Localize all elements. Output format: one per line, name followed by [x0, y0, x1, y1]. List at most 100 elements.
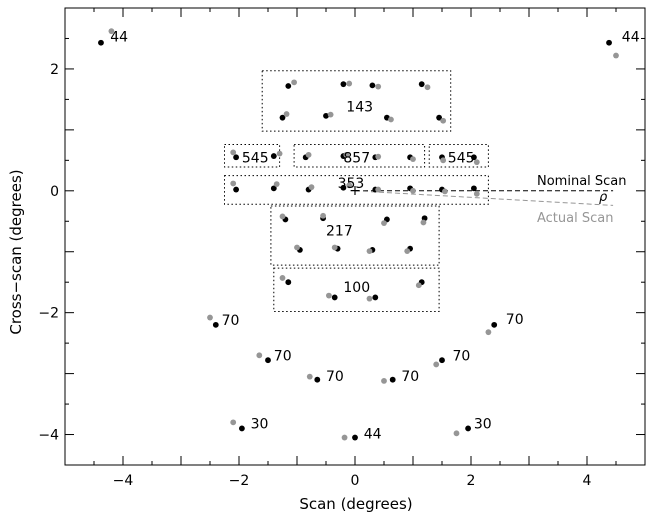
horn-group-box [224, 175, 489, 205]
actual-point [388, 116, 394, 123]
actual-point [473, 190, 480, 197]
nominal-point [270, 185, 277, 192]
actual-point [433, 361, 440, 368]
x-tick-label: 2 [467, 473, 476, 489]
horn-group-box [224, 143, 281, 168]
frequency-label: 100 [343, 280, 370, 296]
horn-group-box [428, 143, 489, 168]
x-tick-label: 4 [583, 473, 592, 489]
frequency-label: 545 [242, 150, 269, 166]
actual-point [366, 248, 373, 255]
actual-point [327, 111, 334, 118]
actual-point [320, 212, 326, 219]
actual-point [326, 292, 332, 299]
y-axis-title: Cross−scan (degrees) [7, 169, 25, 334]
x-tick-label: −2 [229, 473, 250, 489]
nominal-point [491, 321, 498, 328]
nominal-point [369, 82, 376, 89]
actual-point [415, 282, 422, 289]
actual-point [283, 111, 290, 117]
nominal-point [98, 39, 104, 46]
nominal-point [389, 376, 396, 383]
nominal-point [270, 153, 277, 159]
y-tick-label: 0 [50, 184, 59, 200]
y-tick-label: −4 [38, 428, 59, 444]
nominal-point [212, 321, 219, 328]
actual-point [375, 153, 382, 160]
actual-point [308, 184, 315, 191]
actual-point [279, 213, 286, 220]
actual-point [341, 434, 348, 441]
actual-point [230, 180, 237, 187]
actual-point [424, 84, 431, 91]
nominal-point [436, 114, 442, 121]
frequency-label: 545 [448, 150, 475, 166]
nominal-point [471, 185, 477, 192]
y-tick-label: −2 [38, 306, 59, 322]
actual-scan-label: Actual Scan [537, 211, 613, 226]
frequency-label: 44 [364, 426, 382, 442]
actual-point [279, 275, 286, 281]
nominal-point [285, 83, 292, 89]
nominal-point [471, 154, 477, 161]
frequency-label: 353 [338, 176, 365, 192]
actual-point [294, 244, 300, 251]
nominal-point [285, 279, 292, 286]
nominal-point [233, 154, 240, 161]
actual-point [381, 378, 387, 384]
nominal-point [340, 81, 347, 88]
frequency-label: 143 [346, 100, 373, 116]
actual-point [230, 419, 237, 426]
frequency-label: 70 [452, 348, 470, 364]
frequency-label: 30 [474, 417, 492, 433]
nominal-point [239, 425, 245, 432]
nominal-point [314, 376, 321, 383]
actual-point [108, 28, 115, 35]
nominal-point [340, 184, 347, 191]
x-tick-label: 0 [351, 473, 360, 489]
x-axis-title: Scan (degrees) [299, 495, 412, 513]
actual-point [276, 150, 283, 157]
actual-point [381, 220, 387, 226]
nominal-point [331, 294, 338, 301]
actual-point [442, 188, 448, 195]
origin-marker: + [349, 183, 361, 199]
actual-point [343, 151, 350, 158]
x-tick-label: −4 [113, 473, 134, 489]
nominal-point [606, 39, 612, 46]
nominal-scan-label: Nominal Scan [537, 174, 627, 189]
frequency-label: 70 [274, 348, 292, 364]
actual-point [305, 151, 312, 158]
actual-scan-line [354, 190, 614, 206]
frequency-label: 70 [222, 313, 240, 329]
actual-point [440, 157, 447, 164]
actual-point [473, 159, 480, 166]
actual-point [366, 295, 373, 302]
frequency-label: 70 [326, 369, 344, 385]
actual-point [453, 430, 460, 437]
plot-frame [64, 7, 646, 466]
actual-point [346, 80, 353, 87]
nominal-point [418, 81, 425, 88]
horn-group-box [293, 143, 426, 168]
actual-point [306, 373, 313, 380]
frequency-label: 44 [110, 30, 128, 46]
actual-point [375, 186, 382, 193]
y-tick-label: 2 [50, 62, 59, 78]
actual-point [485, 329, 492, 336]
frequency-label: 857 [343, 150, 370, 166]
actual-point [331, 244, 338, 251]
plot-area: −4 −2 0 2 4 −4 −2 0 2 +44 44 143 545 857 545 353 217 100 7… [38, 7, 646, 489]
actual-point [613, 52, 619, 59]
actual-point [291, 79, 297, 86]
nominal-point [372, 294, 379, 301]
actual-point [346, 182, 353, 189]
actual-point [420, 219, 427, 226]
actual-point [207, 314, 213, 321]
frequency-label: 217 [326, 223, 353, 239]
actual-point [410, 187, 416, 194]
actual-point [404, 248, 411, 255]
nominal-point [265, 357, 271, 364]
actual-point [410, 156, 416, 163]
nominal-point [352, 434, 358, 441]
